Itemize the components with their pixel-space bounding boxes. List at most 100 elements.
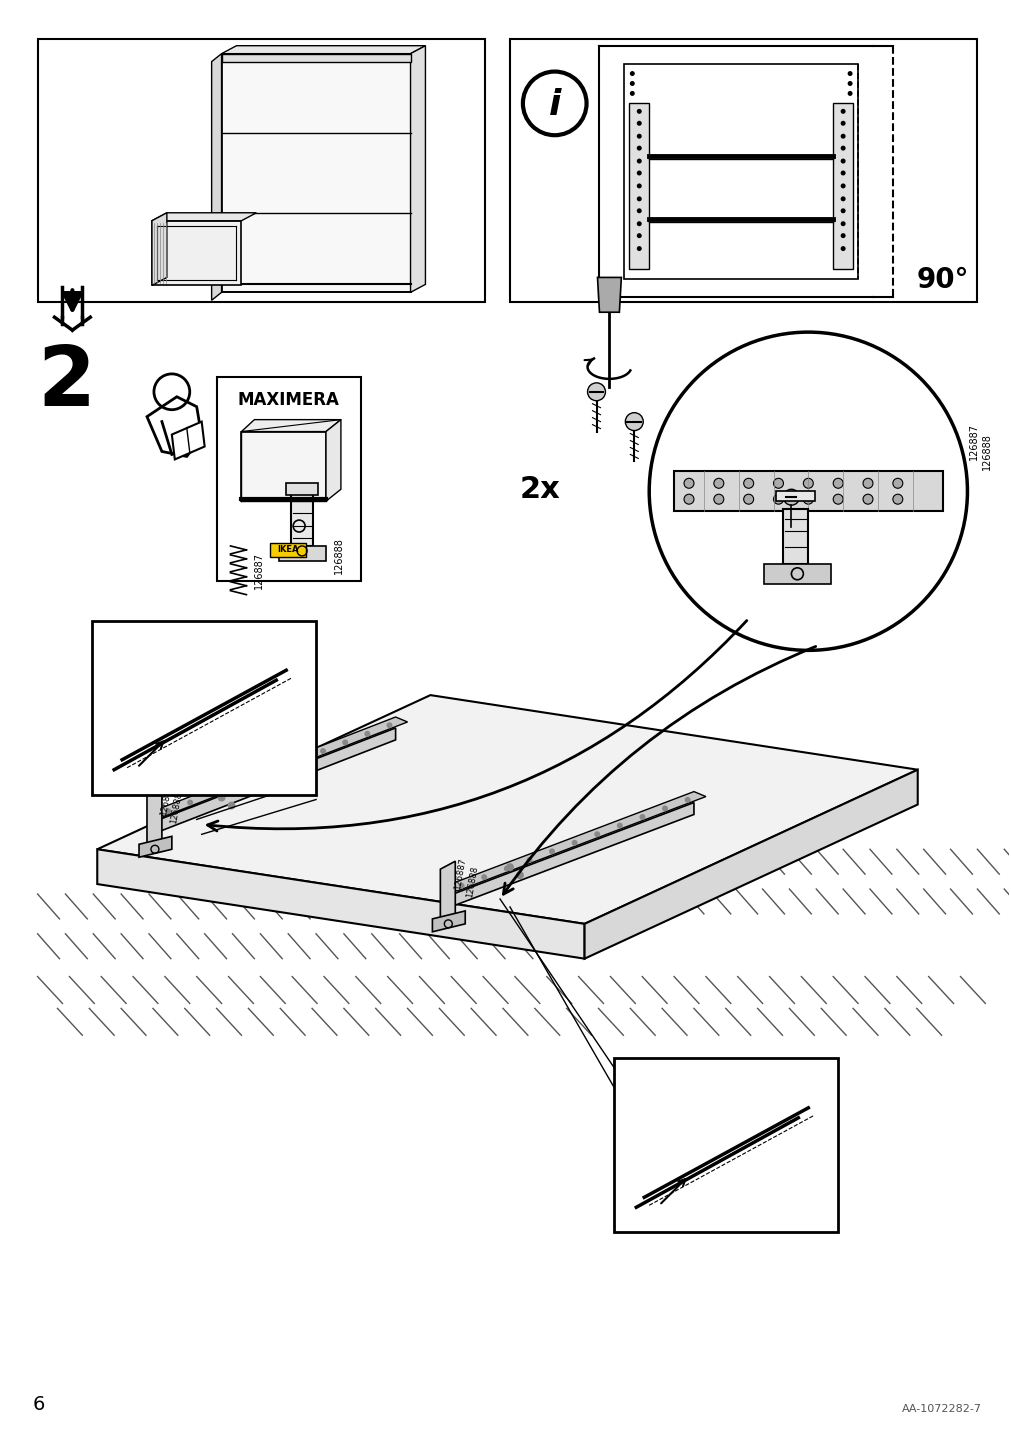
Bar <box>673 471 941 511</box>
Circle shape <box>636 221 641 226</box>
Circle shape <box>636 183 641 189</box>
Polygon shape <box>147 786 162 845</box>
Circle shape <box>217 793 225 802</box>
Circle shape <box>209 790 215 798</box>
Circle shape <box>783 490 799 505</box>
Text: 90°: 90° <box>916 266 969 295</box>
Polygon shape <box>97 849 584 958</box>
Text: 126888: 126888 <box>334 537 344 574</box>
Text: 126888: 126888 <box>170 790 184 823</box>
Circle shape <box>840 221 845 226</box>
Circle shape <box>713 494 723 504</box>
Circle shape <box>636 133 641 139</box>
Circle shape <box>683 478 694 488</box>
Circle shape <box>625 412 643 431</box>
Polygon shape <box>242 420 341 431</box>
Text: 126888: 126888 <box>694 432 704 470</box>
Circle shape <box>617 822 622 829</box>
Circle shape <box>629 72 634 76</box>
Circle shape <box>227 802 236 809</box>
Circle shape <box>297 756 303 763</box>
Circle shape <box>832 478 842 488</box>
Circle shape <box>636 208 641 213</box>
Polygon shape <box>445 792 706 891</box>
Polygon shape <box>584 770 917 958</box>
Circle shape <box>683 494 694 504</box>
Polygon shape <box>432 911 465 932</box>
Polygon shape <box>410 46 425 292</box>
Circle shape <box>636 196 641 202</box>
Circle shape <box>636 233 641 238</box>
Circle shape <box>847 72 851 76</box>
Circle shape <box>803 478 813 488</box>
FancyArrowPatch shape <box>207 620 746 831</box>
Bar <box>832 103 852 269</box>
Circle shape <box>649 332 967 650</box>
Circle shape <box>639 813 645 821</box>
Text: 126888: 126888 <box>982 432 992 470</box>
Polygon shape <box>763 564 830 584</box>
Circle shape <box>319 748 326 755</box>
Bar <box>92 620 315 795</box>
Polygon shape <box>152 717 407 816</box>
Circle shape <box>232 782 238 789</box>
Circle shape <box>481 874 486 881</box>
Text: 126887: 126887 <box>969 422 979 460</box>
Bar <box>629 103 649 269</box>
Circle shape <box>516 871 524 879</box>
Circle shape <box>840 146 845 150</box>
Bar <box>624 63 857 279</box>
Circle shape <box>847 82 851 86</box>
Circle shape <box>832 494 842 504</box>
Circle shape <box>840 196 845 202</box>
Circle shape <box>661 805 667 812</box>
Circle shape <box>892 494 902 504</box>
Text: MAXIMERA: MAXIMERA <box>237 391 339 408</box>
Circle shape <box>276 765 281 772</box>
Bar <box>221 53 410 292</box>
Bar <box>783 510 808 564</box>
Circle shape <box>684 796 690 803</box>
Circle shape <box>713 478 723 488</box>
Polygon shape <box>440 861 455 919</box>
Circle shape <box>342 739 348 746</box>
Text: 2: 2 <box>37 342 95 422</box>
Circle shape <box>840 159 845 163</box>
Circle shape <box>840 183 845 189</box>
Circle shape <box>629 92 634 96</box>
Circle shape <box>636 170 641 176</box>
Circle shape <box>549 848 554 855</box>
Circle shape <box>629 82 634 86</box>
Text: IKEA: IKEA <box>277 546 298 554</box>
Circle shape <box>743 494 753 504</box>
Circle shape <box>840 233 845 238</box>
Circle shape <box>593 831 600 838</box>
Circle shape <box>526 856 532 863</box>
Circle shape <box>187 799 193 806</box>
Circle shape <box>803 494 813 504</box>
Bar <box>286 483 317 495</box>
Circle shape <box>503 865 510 872</box>
Bar <box>37 39 484 302</box>
Bar <box>614 1058 837 1232</box>
Circle shape <box>862 478 872 488</box>
Circle shape <box>636 159 641 163</box>
Circle shape <box>840 109 845 113</box>
FancyArrowPatch shape <box>502 646 815 894</box>
Circle shape <box>458 882 464 889</box>
Text: 2x: 2x <box>520 475 560 504</box>
Circle shape <box>364 730 370 737</box>
Bar <box>291 491 312 546</box>
Circle shape <box>892 478 902 488</box>
Text: i: i <box>548 89 560 122</box>
Polygon shape <box>139 836 172 858</box>
Text: 6: 6 <box>32 1395 44 1415</box>
Polygon shape <box>172 421 204 460</box>
Bar <box>152 221 242 285</box>
Circle shape <box>862 494 872 504</box>
Circle shape <box>636 146 641 150</box>
Polygon shape <box>221 46 425 53</box>
Circle shape <box>571 839 577 846</box>
Polygon shape <box>279 546 326 561</box>
Polygon shape <box>596 278 621 312</box>
